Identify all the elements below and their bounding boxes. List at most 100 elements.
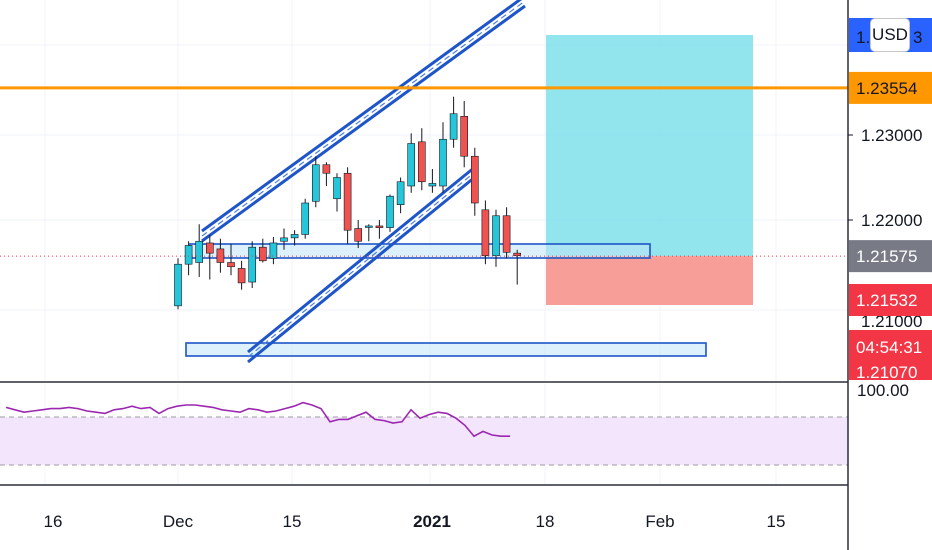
- candle-body-up: [492, 215, 500, 257]
- currency-unit-button[interactable]: USD: [870, 18, 910, 52]
- candle-body-up: [195, 240, 203, 263]
- candle-body-down: [470, 155, 479, 204]
- resistance-price-badge-bg: [849, 71, 932, 104]
- candle[interactable]: [364, 224, 373, 242]
- candle-body-up: [333, 177, 341, 200]
- time-axis-label: 2021: [413, 512, 451, 531]
- time-axis-label: Dec: [163, 512, 194, 531]
- candle[interactable]: [470, 147, 479, 216]
- time-axis[interactable]: 16 Dec 15 2021 18 Feb 15: [44, 512, 786, 531]
- price-levels[interactable]: [0, 86, 848, 257]
- candle[interactable]: [428, 169, 437, 193]
- candle-body-down: [481, 209, 490, 257]
- candle-body-down: [375, 225, 384, 228]
- candle[interactable]: [258, 238, 267, 263]
- channel-line-top[interactable]: [201, 0, 525, 233]
- channel-line-bottom[interactable]: [247, 175, 476, 364]
- candle-body-up: [311, 164, 320, 202]
- time-axis-label: 16: [44, 512, 63, 531]
- candle-body-up: [280, 237, 288, 242]
- candle[interactable]: [396, 177, 405, 214]
- channel-line-median: [247, 171, 476, 358]
- channel-line-bottom[interactable]: [201, 4, 526, 243]
- rsi-axis-tick-label: 100.00: [857, 381, 909, 400]
- candle-body-down: [237, 268, 246, 284]
- candle[interactable]: [322, 162, 331, 186]
- countdown-badge-bg: [849, 330, 932, 380]
- candle-body-down: [354, 228, 363, 242]
- position-zones[interactable]: [546, 35, 753, 305]
- candle-body-up: [184, 245, 193, 265]
- time-axis-label: 15: [283, 512, 302, 531]
- long-position-stop-zone[interactable]: [546, 256, 753, 305]
- candle-body-down: [343, 172, 352, 231]
- candle-body-up: [269, 242, 278, 259]
- support-zone-box-lower[interactable]: [185, 342, 707, 357]
- candle[interactable]: [290, 230, 299, 246]
- candle-body-down: [417, 141, 426, 183]
- candle[interactable]: [333, 173, 341, 212]
- axis-badge-top-label: 1.: [856, 28, 870, 47]
- rsi-pane[interactable]: [0, 401, 848, 466]
- candle-body-up: [407, 143, 416, 187]
- candle[interactable]: [195, 224, 203, 277]
- candle[interactable]: [502, 207, 511, 259]
- candle[interactable]: [386, 194, 394, 232]
- rsi-line[interactable]: [5, 401, 510, 438]
- candle[interactable]: [227, 243, 235, 276]
- time-axis-label: 15: [767, 512, 786, 531]
- candle[interactable]: [311, 156, 320, 208]
- channel-line-top[interactable]: [247, 165, 476, 354]
- candle-body-down: [322, 164, 331, 174]
- candle[interactable]: [206, 235, 214, 280]
- candle-countdown-label: 04:54:31: [856, 338, 922, 357]
- candle[interactable]: [269, 237, 278, 265]
- candle[interactable]: [174, 258, 182, 310]
- candle[interactable]: [407, 133, 416, 193]
- candle[interactable]: [301, 198, 310, 239]
- candlestick-series[interactable]: [174, 96, 522, 310]
- countdown-partial-price: 1.21070: [856, 363, 917, 382]
- current-price-badge-bg: [849, 240, 932, 273]
- axis-tick-label: 1.23000: [861, 126, 922, 145]
- channel-line-median: [201, 0, 526, 237]
- candle-body-up: [396, 181, 405, 206]
- candle-body-down: [502, 215, 511, 253]
- candle[interactable]: [375, 220, 384, 239]
- candle[interactable]: [343, 167, 352, 244]
- ascending-channel-upper[interactable]: [201, 0, 526, 243]
- candle-body-up: [386, 195, 394, 228]
- axis-badge-top-label-suffix: 3: [913, 28, 922, 47]
- candle-body-down: [258, 246, 267, 262]
- candle-body-up: [248, 246, 256, 283]
- candle-body-up: [301, 202, 310, 235]
- candle[interactable]: [237, 260, 246, 290]
- candle[interactable]: [354, 220, 363, 249]
- candle-body-up: [449, 113, 458, 140]
- candle[interactable]: [513, 249, 522, 285]
- candle[interactable]: [439, 122, 447, 193]
- candle[interactable]: [481, 200, 490, 265]
- last-price-badge-bg: [849, 284, 932, 316]
- candle-body-up: [364, 225, 373, 228]
- candle[interactable]: [280, 228, 288, 250]
- price-axis[interactable]: 1.23000 1.22000 1. 3 1.23554 1.21575 1.21000 1.…: [848, 18, 932, 400]
- candle[interactable]: [248, 241, 256, 288]
- axis-tick-label-partial: 1.21000: [861, 312, 922, 331]
- candle[interactable]: [460, 101, 469, 168]
- rsi-band-fill: [0, 417, 848, 465]
- candle-body-up: [439, 138, 447, 187]
- candle-body-down: [460, 116, 469, 157]
- candle-body-up: [428, 183, 437, 187]
- ascending-channel-lower[interactable]: [247, 165, 476, 364]
- candle[interactable]: [449, 96, 458, 148]
- trend-drawings[interactable]: [185, 0, 707, 364]
- last-price-badge-label: 1.21532: [856, 291, 917, 310]
- candle[interactable]: [417, 128, 426, 191]
- long-position-target-zone[interactable]: [546, 35, 753, 257]
- current-price-badge-label: 1.21575: [856, 247, 917, 266]
- candle[interactable]: [184, 241, 193, 276]
- candle-body-up: [174, 263, 182, 307]
- resistance-price-badge-label: 1.23554: [856, 79, 917, 98]
